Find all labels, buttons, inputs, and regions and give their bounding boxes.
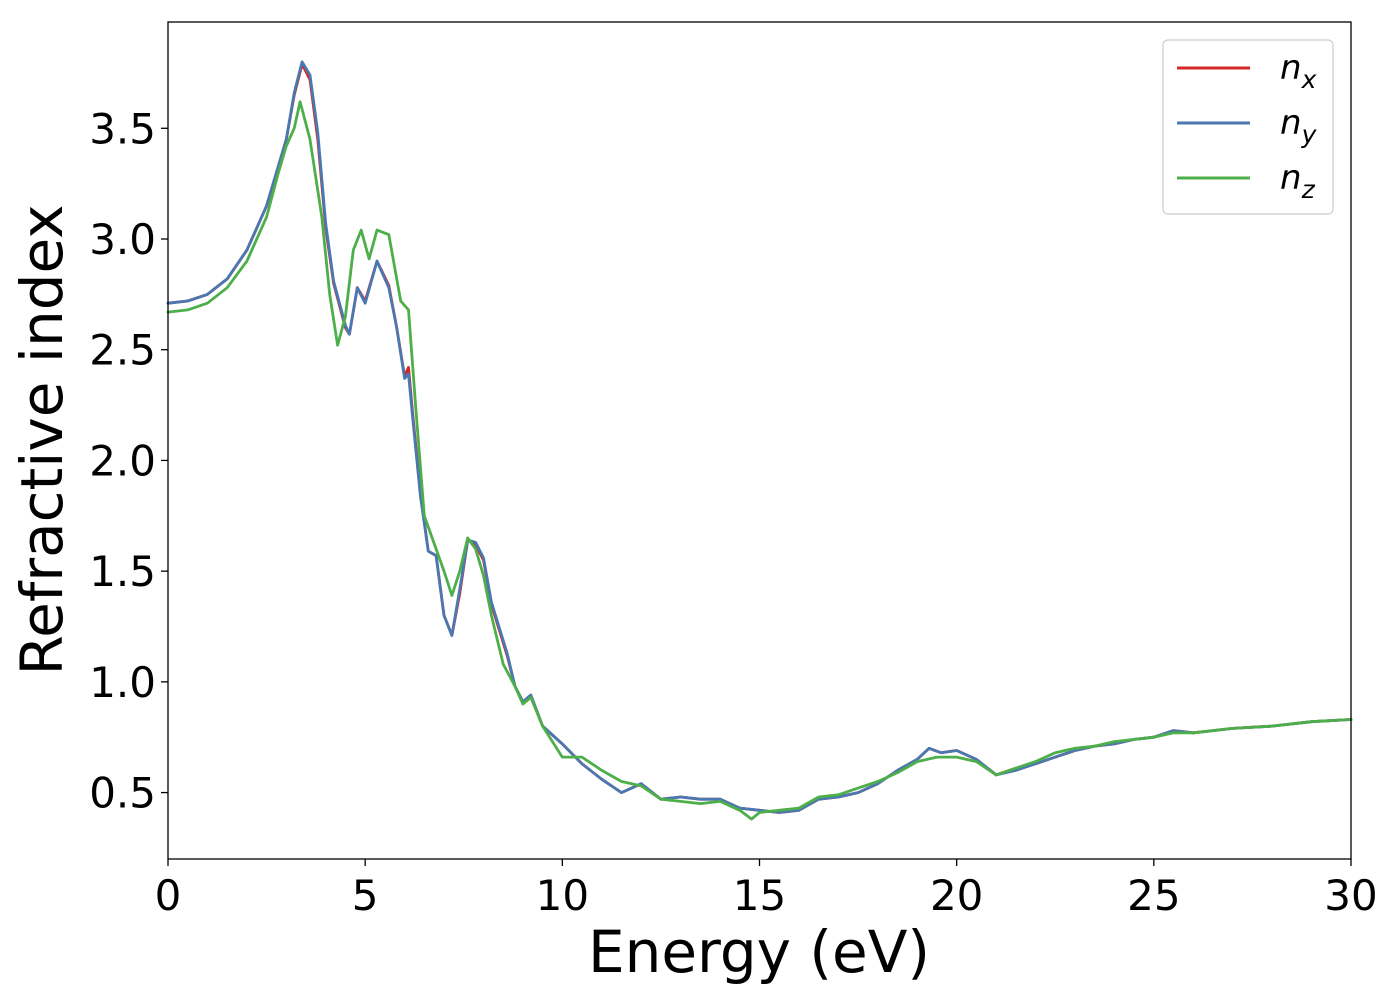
x-tick-label: 20 [930,871,983,920]
legend-label-z: nz [1280,158,1316,204]
x-tick-label: 25 [1127,871,1180,920]
series-layer [166,60,1353,821]
legend-label-x: nx [1280,48,1317,94]
y-tick-label: 3.5 [89,104,156,153]
x-tick-label: 5 [352,871,379,920]
legend-label-base: n [1280,158,1302,198]
y-tick-label: 1.0 [89,658,156,707]
series-line-z [166,100,1353,821]
series-line-y [166,60,1353,814]
legend-label-base: n [1280,103,1302,143]
legend-label-subscript: x [1301,65,1317,94]
y-axis-ticks: 0.5 1.0 1.5 2.0 2.5 3.0 3.5 [89,104,168,818]
x-tick-label: 0 [155,871,182,920]
x-axis-title: Energy (eV) [588,918,930,986]
y-tick-label: 3.0 [89,215,156,264]
x-axis-ticks: 0 5 10 15 20 25 30 [155,859,1378,920]
y-tick-label: 2.0 [89,436,156,485]
legend-label-subscript: y [1301,120,1318,149]
y-tick-label: 2.5 [89,326,156,375]
y-axis-title: Refractive index [8,204,76,675]
legend-label-y: ny [1280,103,1318,149]
y-tick-label: 0.5 [89,769,156,818]
legend-label-base: n [1280,48,1302,88]
x-tick-label: 30 [1324,871,1377,920]
x-tick-label: 15 [733,871,786,920]
plot-area [168,22,1351,859]
x-tick-label: 10 [536,871,589,920]
legend-label-subscript: z [1301,175,1316,204]
legend-box [1162,39,1334,215]
y-tick-label: 1.5 [89,547,156,596]
